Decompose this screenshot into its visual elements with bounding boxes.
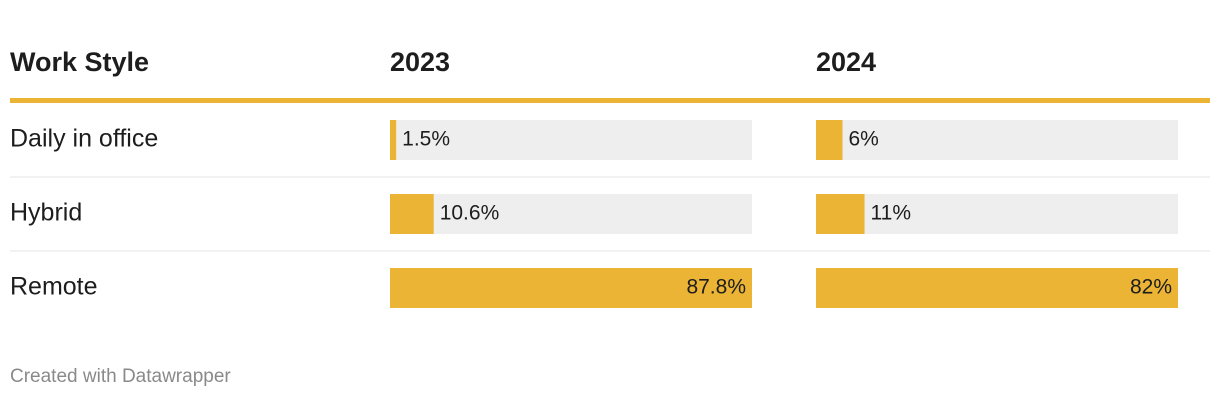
value-label: 11% xyxy=(871,202,911,225)
value-label: 1.5% xyxy=(402,128,450,151)
bar-track xyxy=(390,120,752,160)
bar xyxy=(816,194,865,234)
bar xyxy=(390,120,397,160)
bar xyxy=(390,268,752,308)
bar xyxy=(390,194,434,234)
row-label: Daily in office xyxy=(10,125,158,153)
bar xyxy=(816,268,1178,308)
bar xyxy=(816,120,843,160)
value-label: 87.8% xyxy=(686,276,746,299)
footer: Created with Datawrapper xyxy=(10,366,231,387)
value-label: 82% xyxy=(1130,276,1172,299)
row-label: Remote xyxy=(10,273,98,301)
value-label: 10.6% xyxy=(440,202,500,225)
column-header: 2024 xyxy=(816,47,876,77)
bar-track xyxy=(816,194,1178,234)
bar-track xyxy=(816,120,1178,160)
header-rule xyxy=(10,98,1210,103)
bar-track xyxy=(390,194,752,234)
value-label: 6% xyxy=(848,128,878,151)
column-header: 2023 xyxy=(390,47,450,77)
column-header: Work Style xyxy=(10,47,149,77)
row-label: Hybrid xyxy=(10,199,82,227)
